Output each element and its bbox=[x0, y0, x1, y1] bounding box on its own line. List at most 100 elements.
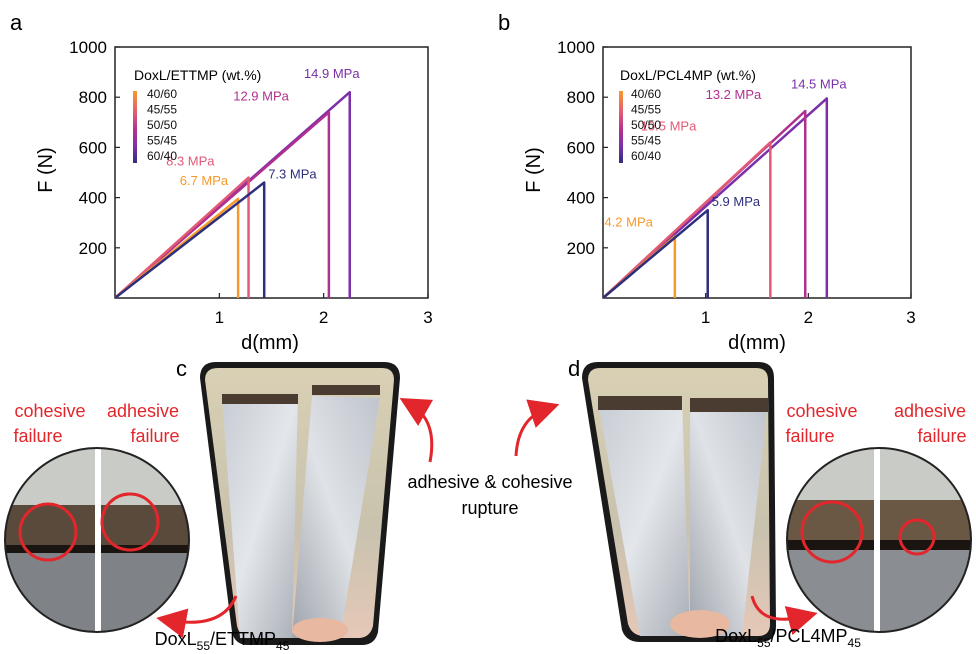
legend-item-60-40: 60/40 bbox=[147, 149, 177, 163]
label-failure-left-2: failure bbox=[130, 426, 179, 446]
arrow-to-photo-c bbox=[399, 398, 434, 463]
label-failure-right-1: failure bbox=[785, 426, 834, 446]
panel-letter-c: c bbox=[176, 356, 187, 381]
label-failure-left-1: failure bbox=[13, 426, 62, 446]
adhesive-layer-right-d bbox=[690, 398, 768, 412]
metal-strip-right-d bbox=[690, 400, 768, 636]
label-cohesive-left: cohesive bbox=[14, 401, 85, 421]
x-tick-label: 3 bbox=[423, 308, 432, 327]
caption-c-main: DoxL bbox=[155, 629, 197, 649]
legend-item-50-50: 50/50 bbox=[147, 118, 177, 132]
highlight-circle-adhesive-left bbox=[100, 492, 160, 552]
legend-title-b: DoxL/PCL4MP (wt.%) bbox=[620, 67, 756, 83]
data-label-45-55: 8.3 MPa bbox=[166, 154, 215, 169]
legend-colorbar-a bbox=[133, 91, 137, 163]
y-tick-label: 800 bbox=[79, 88, 107, 107]
y-axis-label-b: F (N) bbox=[523, 147, 545, 193]
caption-c: DoxL55/ETTMP45 bbox=[155, 629, 290, 653]
label-adhesive-right: adhesive bbox=[894, 401, 966, 421]
legend-item-55-45: 55/45 bbox=[147, 134, 177, 148]
highlight-circle-adhesive-right bbox=[898, 518, 936, 556]
label-failure-right-2: failure bbox=[917, 426, 966, 446]
y-ticks-b: 200 400 600 800 1000 bbox=[557, 38, 608, 258]
caption-d-main: DoxL bbox=[715, 626, 757, 646]
highlight-circle-cohesive-right bbox=[800, 500, 864, 564]
plot-frame-a bbox=[114, 46, 429, 299]
data-label-60-40: 7.3 MPa bbox=[268, 167, 317, 182]
series-line-55-45 bbox=[602, 97, 829, 299]
series-line-45-55 bbox=[602, 141, 772, 299]
series-lines-b bbox=[602, 97, 829, 299]
legend-item-45-55: 45/55 bbox=[147, 103, 177, 117]
x-ticks-b: 1 2 3 bbox=[701, 293, 916, 327]
series-line-50-50 bbox=[114, 111, 331, 299]
photo-c bbox=[200, 362, 400, 645]
x-axis-label-a: d(mm) bbox=[241, 332, 299, 354]
legend-item-40-60: 40/60 bbox=[147, 87, 177, 101]
metal-strip-right-c bbox=[292, 396, 380, 638]
data-labels-b: 4.2 MPa 10.5 MPa 13.2 MPa 14.5 MPa 5.9 MPa bbox=[604, 76, 847, 229]
data-label-40-60: 4.2 MPa bbox=[604, 215, 653, 230]
finger-d bbox=[670, 610, 730, 638]
y-tick-label: 200 bbox=[567, 239, 595, 258]
series-line-60-40 bbox=[602, 208, 709, 299]
legend-item-50-50: 50/50 bbox=[631, 118, 661, 132]
legend-colorbar-b bbox=[619, 91, 623, 163]
middle-text-line2: rupture bbox=[461, 498, 518, 518]
y-ticks-a: 200 400 600 800 1000 bbox=[69, 38, 120, 258]
y-tick-label: 1000 bbox=[557, 38, 595, 57]
y-tick-label: 600 bbox=[79, 138, 107, 157]
legend-item-55-45: 55/45 bbox=[631, 134, 661, 148]
x-tick-label: 3 bbox=[906, 308, 915, 327]
legend-item-40-60: 40/60 bbox=[631, 87, 661, 101]
metal-strip-left-c bbox=[222, 395, 298, 638]
arrow-to-zoom-right bbox=[750, 595, 818, 636]
caption-d-sub2: 45 bbox=[848, 636, 862, 650]
legend-title-a: DoxL/ETTMP (wt.%) bbox=[134, 67, 261, 83]
arrow-to-zoom-left bbox=[156, 595, 238, 639]
finger-c bbox=[292, 618, 348, 642]
y-tick-label: 600 bbox=[567, 138, 595, 157]
data-label-55-45: 14.5 MPa bbox=[791, 76, 847, 91]
caption-c-sub1: 55 bbox=[197, 639, 211, 653]
highlight-circle-cohesive-left bbox=[18, 502, 78, 562]
zoom-circle-left bbox=[4, 447, 190, 633]
legend-item-60-40: 60/40 bbox=[631, 149, 661, 163]
y-tick-label: 1000 bbox=[69, 38, 107, 57]
caption-d-mid: /PCL4MP bbox=[771, 626, 848, 646]
adhesive-layer-right-c bbox=[312, 385, 380, 395]
series-line-45-55 bbox=[114, 176, 250, 299]
arrow-to-photo-d bbox=[514, 399, 560, 457]
panel-letter-a: a bbox=[10, 10, 23, 35]
x-tick-label: 1 bbox=[701, 308, 710, 327]
y-tick-label: 800 bbox=[567, 88, 595, 107]
series-lines-a bbox=[114, 90, 351, 299]
adhesive-layer-left-c bbox=[222, 394, 298, 404]
chart-b: 200 400 600 800 1000 1 2 3 4.2 MPa 10.5 MPa 13.2… bbox=[523, 38, 916, 354]
data-label-50-50: 13.2 MPa bbox=[706, 87, 762, 102]
caption-c-sub2: 45 bbox=[276, 639, 290, 653]
caption-d: DoxL55/PCL4MP45 bbox=[715, 626, 861, 650]
x-tick-label: 2 bbox=[804, 308, 813, 327]
data-label-60-40: 5.9 MPa bbox=[712, 194, 761, 209]
x-tick-label: 1 bbox=[215, 308, 224, 327]
label-cohesive-right: cohesive bbox=[786, 401, 857, 421]
zoom-circle-right bbox=[786, 447, 972, 633]
data-label-40-60: 6.7 MPa bbox=[180, 173, 229, 188]
data-labels-a: 6.7 MPa 8.3 MPa 12.9 MPa 14.9 MPa 7.3 MPa bbox=[166, 66, 360, 188]
adhesive-layer-left-d bbox=[598, 396, 682, 410]
plot-frame-b bbox=[602, 46, 912, 299]
metal-strip-left-d bbox=[598, 398, 690, 636]
data-label-45-55: 10.5 MPa bbox=[641, 118, 697, 133]
y-tick-label: 400 bbox=[567, 189, 595, 208]
photo-d bbox=[582, 362, 776, 642]
y-tick-label: 200 bbox=[79, 239, 107, 258]
panel-letter-d: d bbox=[568, 356, 580, 381]
middle-text-line1: adhesive & cohesive bbox=[407, 472, 572, 492]
label-adhesive-left: adhesive bbox=[107, 401, 179, 421]
x-axis-label-b: d(mm) bbox=[728, 332, 786, 354]
series-line-60-40 bbox=[114, 181, 266, 299]
caption-d-sub1: 55 bbox=[757, 636, 771, 650]
